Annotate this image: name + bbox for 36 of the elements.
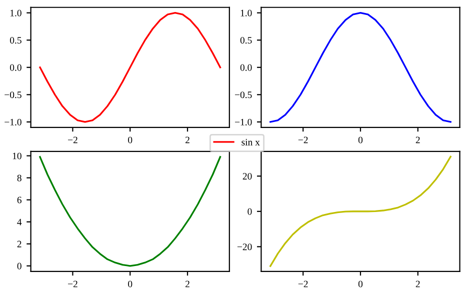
y-tick-label: 8	[17, 174, 22, 182]
x-tick-label: 2	[186, 136, 190, 144]
x-tick-label: 2	[416, 280, 420, 288]
y-tick-label: 20	[242, 173, 252, 180]
x-tick-label: −2	[68, 280, 78, 288]
y-tick-label: 10	[12, 152, 22, 160]
line-series	[39, 12, 222, 123]
x-tick-label: 2	[416, 136, 420, 144]
x-tick-label: −2	[298, 280, 308, 288]
y-tick-label: −0.5	[4, 92, 22, 98]
x-tick-label: −2	[298, 136, 308, 144]
y-tick-label: −0.5	[235, 92, 252, 98]
y-tick-label: 4	[17, 218, 22, 226]
y-tick-label: 0.0	[10, 64, 22, 71]
x-tick-label: 0	[128, 136, 132, 144]
y-tick-label: 0	[248, 208, 252, 215]
x-tick-label: 0	[358, 280, 363, 288]
line-series	[39, 156, 222, 267]
y-tick-label: −1.0	[235, 118, 252, 126]
y-tick-label: 1.0	[240, 10, 252, 16]
x-tick-label: 2	[186, 280, 190, 288]
y-tick-label: 0	[17, 262, 22, 270]
y-tick-label: 0.0	[240, 64, 252, 71]
x-tick-label: 0	[358, 136, 363, 144]
y-tick-label: 1.0	[10, 10, 22, 16]
y-tick-label: 6	[17, 196, 22, 204]
line-series	[270, 12, 452, 123]
y-tick-label: 2	[17, 240, 22, 248]
y-tick-label: 0.5	[240, 37, 252, 44]
x-tick-label: 0	[128, 280, 132, 288]
line-series	[270, 156, 452, 267]
y-tick-label: 0.5	[10, 37, 22, 44]
x-tick-label: −2	[68, 136, 78, 144]
legend-label: sin x	[242, 138, 260, 146]
y-tick-label: −20	[237, 244, 252, 250]
y-tick-label: −1.0	[4, 118, 22, 126]
